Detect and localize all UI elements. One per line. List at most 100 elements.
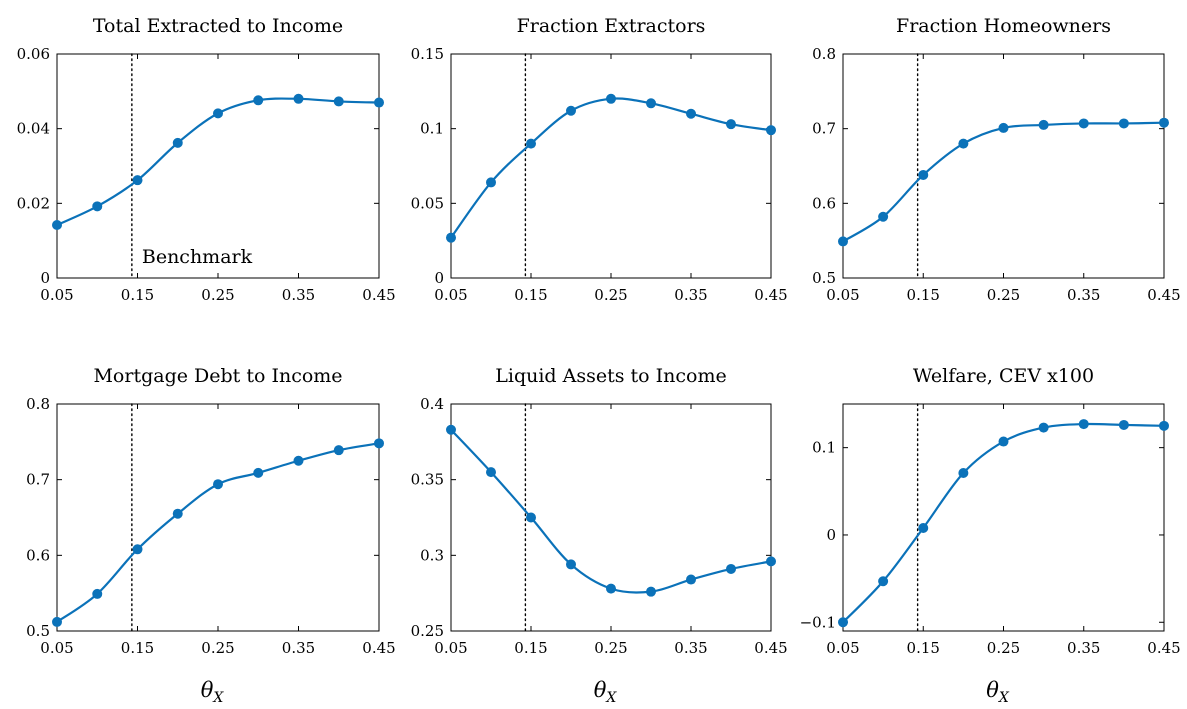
x-tick-label: 0.45 xyxy=(362,639,395,657)
data-point xyxy=(486,467,496,478)
axes-frame xyxy=(450,403,772,632)
y-tick-label: 0.8 xyxy=(812,45,836,63)
axes-frame xyxy=(842,53,1165,279)
data-point xyxy=(646,586,656,597)
x-tick-label: 0.35 xyxy=(1067,639,1100,657)
y-tick-label: 0.6 xyxy=(26,546,50,564)
x-tick-label: 0.15 xyxy=(514,639,547,657)
x-axis-label-subscript: X xyxy=(212,690,224,706)
x-tick-label: 0.35 xyxy=(282,286,315,304)
panel-1: Total Extracted to Income 0.05 0.15 0.25 0.3… xyxy=(17,15,396,304)
x-axis-label-symbol: θ xyxy=(594,678,607,702)
axes-frame xyxy=(450,53,772,279)
data-point xyxy=(1078,118,1089,129)
x-tick-label: 0.05 xyxy=(40,639,73,657)
panel-title: Liquid Assets to Income xyxy=(495,365,726,387)
data-point xyxy=(1118,118,1129,129)
panel-title: Welfare, CEV x100 xyxy=(913,365,1094,387)
series-line xyxy=(450,97,772,239)
data-point xyxy=(132,175,143,186)
data-point xyxy=(878,576,889,587)
data-point xyxy=(606,583,616,594)
data-point xyxy=(213,108,223,119)
x-tick-label: 0.35 xyxy=(282,639,315,657)
x-tick-label: 0.45 xyxy=(362,286,395,304)
data-point xyxy=(526,512,536,523)
y-tick-label: 0 xyxy=(826,526,836,544)
data-point xyxy=(726,119,736,130)
data-point xyxy=(293,93,304,104)
data-point xyxy=(172,508,183,519)
data-point xyxy=(838,617,848,628)
y-tick-label: 0.06 xyxy=(17,45,50,63)
x-tick-label: 0.05 xyxy=(434,639,467,657)
axes-frame xyxy=(56,53,380,279)
panel-3: Fraction Homeowners 0.05 0.15 0.25 0.35 0.45 0… xyxy=(812,15,1181,304)
data-point xyxy=(566,559,576,570)
data-point xyxy=(1159,117,1169,128)
benchmark-label: Benchmark xyxy=(142,246,253,268)
y-tick-label: 0.04 xyxy=(17,120,50,138)
x-axis-label-subscript: X xyxy=(605,690,617,706)
x-axis-label: θX xyxy=(201,678,225,706)
data-point xyxy=(1159,420,1169,431)
y-tick-label: 0.5 xyxy=(812,269,836,287)
data-point xyxy=(958,467,969,478)
y-tick-label: 0.5 xyxy=(26,622,50,640)
data-point xyxy=(1078,419,1089,430)
data-point xyxy=(838,236,848,247)
data-point xyxy=(878,211,889,222)
data-point xyxy=(646,98,656,109)
x-tick-label: 0.05 xyxy=(826,286,859,304)
data-point xyxy=(446,424,456,435)
y-tick-label: 0.02 xyxy=(17,194,50,212)
y-tick-label: 0.05 xyxy=(411,194,444,212)
data-point xyxy=(998,436,1009,447)
data-point xyxy=(1038,119,1049,130)
x-tick-label: 0.05 xyxy=(434,286,467,304)
data-point xyxy=(958,138,969,149)
y-tick-label: 0.8 xyxy=(26,395,50,413)
x-tick-label: 0.45 xyxy=(1147,639,1180,657)
y-tick-label: 0.7 xyxy=(26,471,50,489)
x-tick-label: 0.15 xyxy=(514,286,547,304)
y-tick-label: 0.7 xyxy=(812,120,836,138)
y-tick-label: 0.35 xyxy=(411,471,444,489)
x-axis-label-symbol: θ xyxy=(201,678,214,702)
panel-title: Total Extracted to Income xyxy=(93,15,343,37)
data-point xyxy=(52,616,62,627)
data-point xyxy=(374,97,384,108)
y-tick-label: 0.1 xyxy=(420,120,444,138)
y-tick-label: 0.4 xyxy=(420,395,444,413)
x-tick-label: 0.05 xyxy=(40,286,73,304)
x-tick-label: 0.45 xyxy=(754,286,787,304)
series-line xyxy=(56,442,380,623)
panel-5: Liquid Assets to Income 0.05 0.15 0.25 0.35 0… xyxy=(411,365,788,706)
data-point xyxy=(766,556,776,567)
data-point xyxy=(766,125,776,136)
data-point xyxy=(253,95,264,106)
data-point xyxy=(606,93,616,104)
x-tick-label: 0.15 xyxy=(907,286,940,304)
data-point xyxy=(686,574,696,585)
data-point xyxy=(374,438,384,449)
x-tick-label: 0.15 xyxy=(907,639,940,657)
y-tick-label: −0.1 xyxy=(800,613,836,631)
data-point xyxy=(918,169,929,180)
y-tick-label: 0.15 xyxy=(411,45,444,63)
data-point xyxy=(686,108,696,119)
x-tick-label: 0.25 xyxy=(594,286,627,304)
y-tick-label: 0.25 xyxy=(411,622,444,640)
x-tick-label: 0.25 xyxy=(201,639,234,657)
data-point xyxy=(333,445,344,456)
data-point xyxy=(92,201,103,212)
data-point xyxy=(566,105,576,116)
panel-title: Fraction Extractors xyxy=(517,15,706,37)
data-point xyxy=(253,467,264,478)
x-tick-label: 0.35 xyxy=(1067,286,1100,304)
data-point xyxy=(132,544,143,555)
data-point xyxy=(918,522,929,533)
data-point xyxy=(726,563,736,574)
x-tick-label: 0.45 xyxy=(754,639,787,657)
